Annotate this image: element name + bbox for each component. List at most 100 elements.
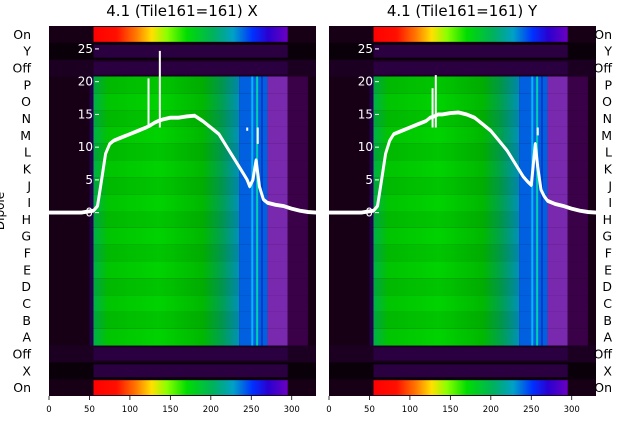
xtick-label: 150 [162,405,178,415]
dipole-label: I [608,195,612,210]
dipole-label: Off [13,346,32,361]
heatmap-row-a-3 [369,328,588,346]
dipole-label: M [20,128,31,143]
dipole-label: B [603,313,612,328]
heatmap-row-p-18 [369,76,588,94]
heatmap-row-o-17 [369,93,588,111]
dipole-label: J [26,178,31,193]
heatmap-row-off-19 [49,59,316,77]
dipole-label: M [601,128,612,143]
dipole-label: On [594,380,612,395]
overlay-ytick-label: 5 [365,173,373,187]
dipole-label: F [24,246,31,261]
heatmap-row-i-11 [369,194,588,211]
heatmap-stripe [260,76,263,346]
heatmap-row-p-18 [89,76,308,94]
heatmap-row-off-19 [329,59,596,77]
dipole-label: A [22,330,31,345]
heatmap-row-on-0 [93,380,288,395]
dipole-label: I [27,195,31,210]
xtick-label: 0 [46,405,51,415]
dipole-label: E [23,262,31,277]
dipole-label: N [22,111,31,126]
dipole-label: K [604,161,613,176]
dipole-label: K [23,161,32,176]
dipole-label: X [22,363,31,378]
heatmap-row-on-21 [373,27,568,42]
overlay-ytick-label: 25 [358,42,373,56]
xtick-label: 150 [442,405,458,415]
heatmap-stripe [256,76,259,346]
dipole-label: D [21,279,31,294]
heatmap-stripe [536,76,539,346]
dipole-label: Off [13,61,32,76]
dipole-label: F [605,246,612,261]
heatmap-row-h-10 [89,211,308,228]
dipole-label: J [607,178,612,193]
dipole-label: Off [594,61,613,76]
dipole-label: C [22,296,31,311]
heatmap-row-d-6 [369,278,588,296]
overlay-ytick-label: 10 [358,140,373,154]
bandpass-curve [49,114,317,215]
chart-title: 4.1 (Tile161=161) X [106,2,257,20]
dipole-label: H [603,212,612,227]
heatmap-row-m-15 [89,126,308,144]
heatmap-row-h-10 [369,211,588,228]
dipole-label: Y [22,44,31,59]
heatmap-row-x-1 [329,362,596,380]
xtick-label: 250 [243,405,259,415]
heatmap-row-f-8 [89,244,308,262]
heatmap-row-e-7 [89,261,308,279]
dipole-label: On [594,27,612,42]
xtick-label: 0 [326,405,331,415]
xtick-label: 200 [483,405,499,415]
heatmap-row-i-11 [89,194,308,211]
xtick-label: 50 [84,405,95,415]
heatmap-row-o-17 [89,93,308,111]
heatmap-stripe [540,76,543,346]
dipole-label: H [22,212,31,227]
dipole-label: L [605,145,612,160]
xtick-label: 300 [284,405,300,415]
xtick-label: 250 [523,405,539,415]
heatmap-row-c-5 [369,295,588,312]
xtick-label: 50 [364,405,375,415]
xtick-label: 100 [402,405,418,415]
heatmap-row-on-0 [373,380,568,395]
heatmap-row-m-15 [369,126,588,144]
xtick-label: 300 [564,405,580,415]
dipole-label: X [603,363,612,378]
dipole-label: O [602,94,612,109]
overlay-ytick-label: 15 [78,107,93,121]
heatmap-row-g-9 [89,227,308,245]
heatmap-row-d-6 [89,278,308,296]
overlay-ytick-label: 5 [85,173,93,187]
overlay-ytick-label: 25 [78,42,93,56]
xtick-label: 200 [203,405,219,415]
chart-title: 4.1 (Tile161=161) Y [387,2,538,20]
heatmap-row-g-9 [369,227,588,245]
dipole-label: L [24,145,31,160]
overlay-ytick-label: 10 [78,140,93,154]
dipole-label: N [603,111,612,126]
dipole-label: P [604,77,612,92]
heatmap-row-on-21 [93,27,288,42]
y-axis-label: Dipole [0,192,7,230]
dipole-label: D [602,279,612,294]
heatmap-row-f-8 [369,244,588,262]
heatmap-row-k-13 [89,160,308,178]
heatmap-row-b-4 [89,311,308,329]
heatmap-row-j-12 [369,177,588,195]
heatmap-row-j-12 [89,177,308,195]
dipole-label: E [604,262,612,277]
heatmap-row-n-16 [369,110,588,127]
dipole-label: G [602,229,612,244]
dipole-label: P [23,77,31,92]
overlay-ytick-label: 15 [358,107,373,121]
heatmap-row-k-13 [369,160,588,178]
bandpass-curve [329,112,597,215]
dipole-label: A [603,330,612,345]
